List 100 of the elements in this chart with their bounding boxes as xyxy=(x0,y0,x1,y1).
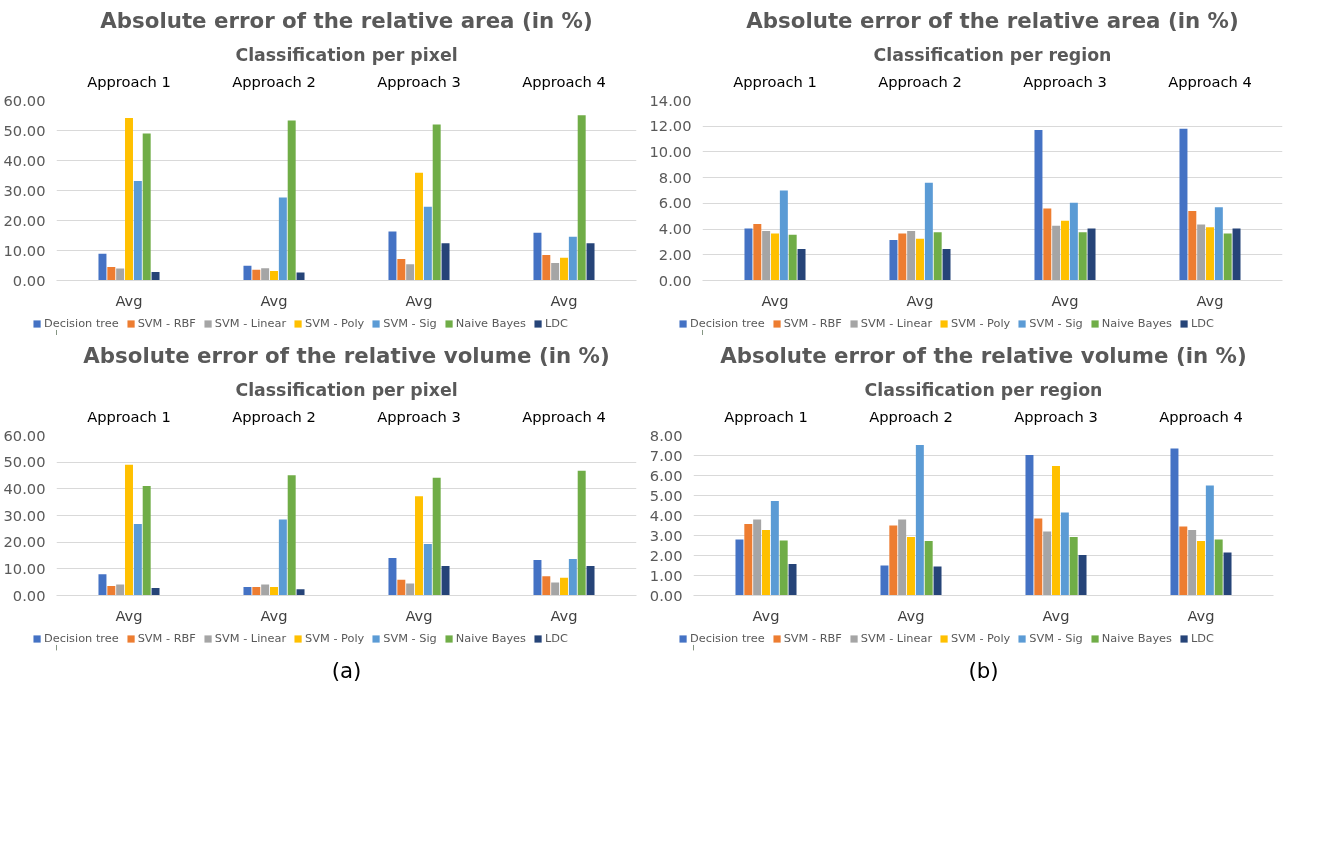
x-tick-label: Avg xyxy=(260,606,288,624)
text: Approach 3 xyxy=(1014,407,1098,425)
text: (b) xyxy=(968,657,999,683)
bar xyxy=(423,206,432,281)
x-tick-label: Avg xyxy=(550,606,578,624)
bar xyxy=(744,524,753,596)
x-tick-label: Avg xyxy=(115,606,143,624)
bar xyxy=(577,470,586,596)
y-tick-label: 0.00 xyxy=(12,586,46,604)
bar xyxy=(287,475,296,596)
bar xyxy=(942,249,951,281)
chart-subtitle: Classification per region xyxy=(873,44,1112,65)
text: Approach 4 xyxy=(1159,407,1243,425)
bar xyxy=(397,579,406,596)
bar xyxy=(116,268,125,281)
text: Approach 2 xyxy=(869,407,953,425)
bar xyxy=(1025,455,1034,596)
bar xyxy=(924,540,933,596)
text: Approach 4 xyxy=(522,72,606,90)
bar xyxy=(915,444,924,596)
y-tick-label: 6.00 xyxy=(649,466,683,484)
bar xyxy=(270,586,278,596)
y-tick-label: 8.00 xyxy=(649,426,683,444)
text: Approach 4 xyxy=(522,407,606,425)
x-tick-label: Avg xyxy=(1196,291,1224,309)
bar xyxy=(898,233,907,281)
bar xyxy=(1188,211,1197,281)
bar xyxy=(397,258,406,281)
bar xyxy=(1205,485,1214,596)
bar xyxy=(406,264,415,281)
bar xyxy=(296,272,305,281)
bar xyxy=(1170,448,1179,596)
bar xyxy=(388,231,397,281)
legend-label: SVM - Poly xyxy=(305,631,365,645)
bar xyxy=(1188,530,1197,596)
bar xyxy=(125,117,133,281)
legend-label: Naive Bayes xyxy=(455,631,526,645)
bar xyxy=(252,269,261,281)
y-tick-label: 4.00 xyxy=(658,220,692,238)
bar xyxy=(1034,130,1043,281)
bar xyxy=(1069,537,1078,596)
y-tick-label: 40.00 xyxy=(3,151,46,169)
legend-label: SVM - Sig xyxy=(383,316,437,330)
text: Approach 2 xyxy=(232,72,316,90)
bar xyxy=(415,172,423,281)
bar xyxy=(898,519,907,596)
bar xyxy=(415,496,423,596)
legend-label: LDC xyxy=(544,316,568,330)
bar xyxy=(735,539,744,596)
bar xyxy=(432,477,441,596)
y-tick-label: 30.00 xyxy=(3,506,46,524)
bar xyxy=(907,537,915,596)
y-tick-label: 10.00 xyxy=(649,142,692,160)
y-tick-label: 10.00 xyxy=(3,241,46,259)
bar xyxy=(533,232,542,281)
y-tick-label: 20.00 xyxy=(3,533,46,551)
bar xyxy=(533,560,542,596)
bar xyxy=(560,577,568,596)
bar xyxy=(770,500,779,596)
legend-label: SVM - Linear xyxy=(214,631,287,645)
y-tick-label: 5.00 xyxy=(649,486,683,504)
bar xyxy=(278,519,287,596)
bar xyxy=(1223,233,1232,281)
y-tick-label: 30.00 xyxy=(3,181,46,199)
y-tick-label: 2.00 xyxy=(658,245,692,263)
y-tick-label: 1.00 xyxy=(649,566,683,584)
text: Approach 1 xyxy=(87,72,171,90)
bar xyxy=(243,586,252,596)
bar xyxy=(423,544,432,596)
bar xyxy=(1052,465,1060,596)
bar xyxy=(296,589,305,596)
legend-label: Naive Bayes xyxy=(1101,631,1172,645)
text: Approach 4 xyxy=(1168,72,1252,90)
bar xyxy=(1078,232,1087,281)
bar xyxy=(98,574,107,596)
text: Approach 1 xyxy=(87,407,171,425)
y-tick-label: 0.00 xyxy=(12,271,46,289)
text: Approach 3 xyxy=(377,407,461,425)
bar xyxy=(1078,554,1087,596)
bar xyxy=(551,263,560,281)
bar xyxy=(270,270,278,281)
legend-label: SVM - RBF xyxy=(783,631,842,645)
y-tick-label: 12.00 xyxy=(649,117,692,135)
bar xyxy=(788,564,797,596)
bar xyxy=(560,257,568,281)
legend-label: SVM - Sig xyxy=(1029,631,1083,645)
bar xyxy=(441,565,450,596)
legend-label: SVM - Poly xyxy=(305,316,365,330)
bar xyxy=(753,223,762,281)
legend-label: Decision tree xyxy=(690,631,765,645)
y-tick-label: 20.00 xyxy=(3,211,46,229)
text: Approach 3 xyxy=(1023,72,1107,90)
chart-subtitle: Classification per region xyxy=(864,379,1103,400)
x-tick-label: Avg xyxy=(405,606,433,624)
bar xyxy=(278,197,287,281)
legend-label: SVM - Linear xyxy=(214,316,287,330)
bar xyxy=(788,234,797,281)
bar xyxy=(107,585,116,596)
bar xyxy=(889,240,898,281)
bar xyxy=(586,243,595,281)
